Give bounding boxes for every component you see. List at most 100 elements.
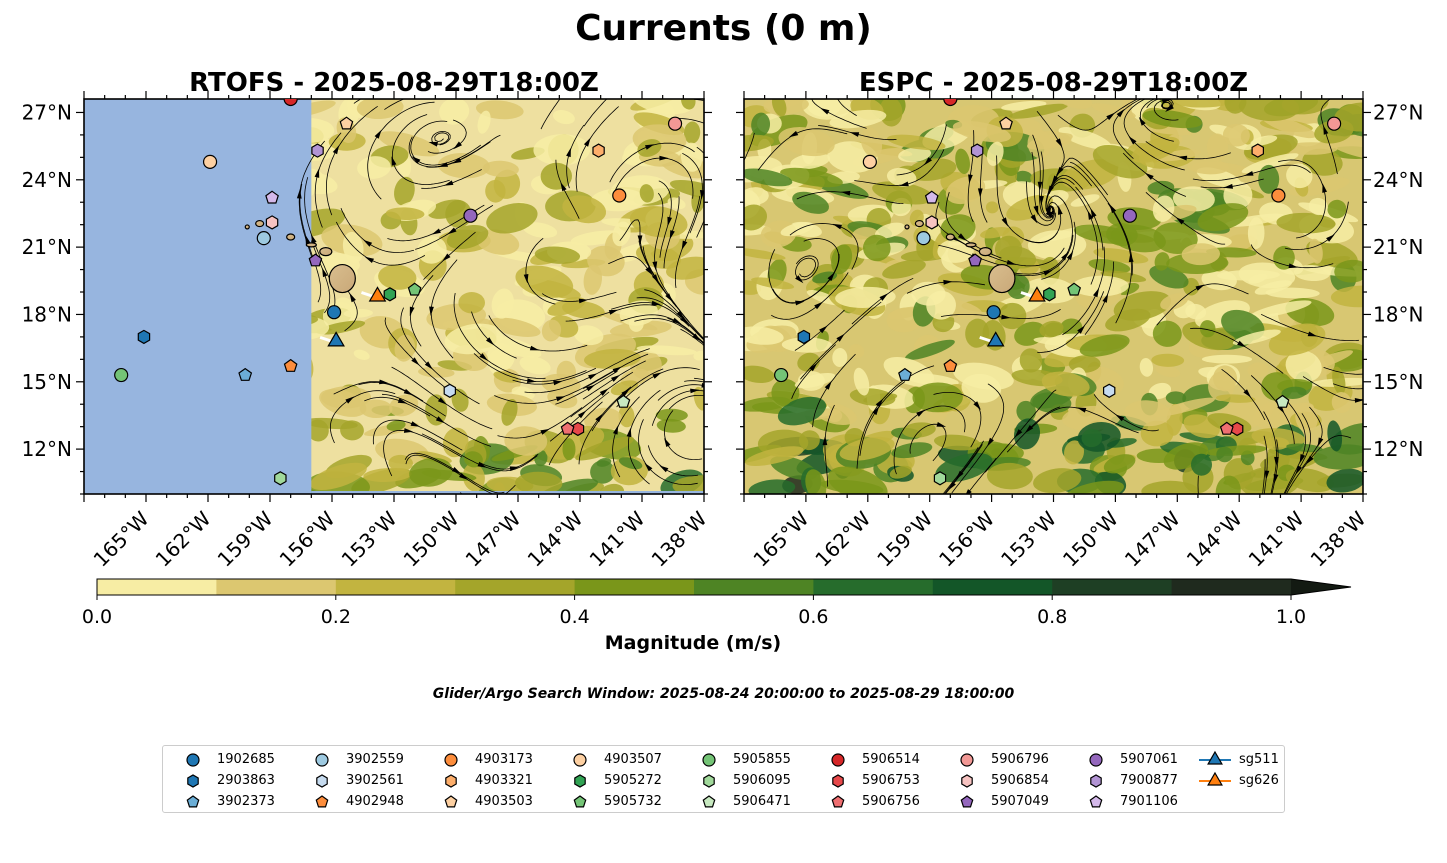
legend-label: 4903507 xyxy=(604,752,662,767)
float-5907061-marker xyxy=(1122,208,1137,223)
legend-label: 5905855 xyxy=(733,752,791,767)
streamlines xyxy=(744,99,1363,494)
float-4903321-marker xyxy=(592,143,605,158)
lon-tick-label: 162°W xyxy=(810,506,875,571)
float-5906514-marker xyxy=(283,99,298,107)
float-5906753-marker xyxy=(571,421,585,437)
lat-tick-label: 24°N xyxy=(1373,168,1423,192)
float-5906095-marker xyxy=(274,471,287,486)
float-5905855-marker xyxy=(774,367,789,383)
legend-float-symbol xyxy=(832,774,844,788)
hexagon-marker-icon xyxy=(703,774,715,788)
legend-float-symbol xyxy=(702,753,716,767)
legend-label: 4902948 xyxy=(346,794,404,809)
colorbar-tick-label: 0.4 xyxy=(559,606,589,628)
float-5906854-marker xyxy=(265,215,279,230)
float-4903321-marker xyxy=(1251,143,1265,158)
legend-float-symbol xyxy=(1089,795,1103,808)
pentagon-marker-icon xyxy=(315,795,329,808)
float-5906854-marker xyxy=(925,215,939,230)
lon-tick-label: 156°W xyxy=(934,506,999,571)
legend-float-symbol xyxy=(573,753,587,767)
lon-tick-label: 150°W xyxy=(1058,506,1123,571)
legend-label: 5906471 xyxy=(733,794,791,809)
glider-sg511-marker xyxy=(327,331,345,347)
circle-marker-icon xyxy=(444,753,458,767)
float-5906514-marker xyxy=(943,99,958,107)
platform-markers xyxy=(114,99,683,486)
map-panel-espc: 12°N15°N18°N21°N24°N27°N165°W162°W159°W1… xyxy=(736,68,1423,572)
legend-label: 4903321 xyxy=(475,773,533,788)
legend: 1902685 2903863 3902373 3902559 3902561 49029… xyxy=(162,745,1285,813)
legend-label: 5906796 xyxy=(991,752,1049,767)
main-title: Currents (0 m) xyxy=(575,8,872,49)
float-3902559-marker xyxy=(916,231,931,246)
float-7901106-marker xyxy=(265,190,279,204)
float-5906756-marker xyxy=(560,421,575,435)
float-4903173-marker xyxy=(612,188,627,203)
legend-label: 1902685 xyxy=(217,752,275,767)
colorbar-tick-label: 1.0 xyxy=(1276,606,1306,628)
legend-float-symbol xyxy=(831,753,845,767)
lon-tick-label: 147°W xyxy=(461,506,526,571)
legend-label: 5906854 xyxy=(991,773,1049,788)
float-5905272-marker xyxy=(383,287,397,302)
lon-tick-label: 153°W xyxy=(996,506,1061,571)
panel-title: ESPC - 2025-08-29T18:00Z xyxy=(859,68,1248,98)
glider-sg626-marker xyxy=(1028,286,1046,302)
colorbar-tick-label: 0.6 xyxy=(798,606,828,628)
float-4903507-marker xyxy=(202,154,218,169)
float-4903507-marker xyxy=(862,154,877,169)
legend-float-symbol xyxy=(444,795,458,808)
float-1902685-marker xyxy=(986,305,1001,320)
lat-tick-label: 12°N xyxy=(22,437,72,461)
float-5905732-marker xyxy=(407,282,422,296)
float-3902561-marker xyxy=(1102,383,1116,398)
lat-tick-label: 12°N xyxy=(1373,437,1423,461)
axis-ticks xyxy=(736,91,1371,502)
pentagon-marker-icon xyxy=(573,795,587,808)
lon-tick-label: 144°W xyxy=(523,506,588,571)
circle-marker-icon xyxy=(702,753,716,767)
legend-label: 7901106 xyxy=(1120,794,1178,809)
float-3902561-marker xyxy=(443,383,456,398)
float-5905855-marker xyxy=(114,367,129,383)
lon-tick-label: 159°W xyxy=(872,506,937,571)
colorbar-tick-label: 0.8 xyxy=(1037,606,1067,628)
legend-label: 5906756 xyxy=(862,794,920,809)
float-3902373-marker xyxy=(238,367,253,381)
legend-label: 3902561 xyxy=(346,773,404,788)
hawaiian-islands xyxy=(244,219,356,294)
lat-tick-label: 18°N xyxy=(22,302,72,326)
pentagon-marker-icon xyxy=(960,795,974,808)
circle-marker-icon xyxy=(186,753,200,767)
platform-markers xyxy=(774,99,1342,486)
hexagon-marker-icon xyxy=(1090,774,1102,788)
colorbar-segment xyxy=(335,579,456,595)
pentagon-marker-icon xyxy=(831,795,845,808)
legend-label: 5905272 xyxy=(604,773,662,788)
float-3902373-marker xyxy=(898,367,912,381)
float-5907049-marker xyxy=(968,253,983,267)
colorbar: 0.0 0.2 0.4 0.6 0.8 1.0 xyxy=(82,578,1352,628)
lon-tick-label: 165°W xyxy=(748,506,813,571)
legend-float-symbol xyxy=(702,795,716,808)
float-2903863-marker xyxy=(137,329,151,345)
legend-label: sg626 xyxy=(1239,773,1279,788)
no-data-region xyxy=(84,99,312,494)
float-7900877-marker xyxy=(970,143,984,158)
glider-triangle-icon xyxy=(1199,771,1231,786)
legend-label: 4903503 xyxy=(475,794,533,809)
float-7900877-marker xyxy=(311,143,324,158)
lon-tick-label: 165°W xyxy=(89,506,154,571)
axis-ticks xyxy=(76,91,712,502)
legend-label: 7900877 xyxy=(1120,773,1178,788)
lon-tick-label: 144°W xyxy=(1182,506,1247,571)
legend-float-symbol xyxy=(187,774,199,788)
pentagon-marker-icon xyxy=(702,795,716,808)
lon-tick-label: 141°W xyxy=(1244,506,1309,571)
hexagon-marker-icon xyxy=(574,774,586,788)
float-5907061-marker xyxy=(463,208,478,223)
legend-float-symbol xyxy=(315,753,329,767)
